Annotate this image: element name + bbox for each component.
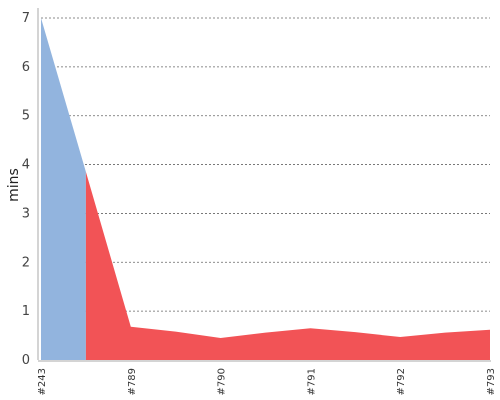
y-tick-label: 7: [22, 11, 30, 26]
y-tick-label: 4: [22, 158, 30, 173]
y-axis-ticks: 0 1 2 3 4 5 6 7: [22, 11, 30, 368]
x-tick-label: #790: [217, 368, 228, 395]
area-segment-red: [85, 171, 491, 360]
y-axis-title: mins: [6, 168, 22, 202]
x-axis-ticks: #243 #789 #790 #791 #792 #793: [37, 368, 497, 395]
y-tick-label: 0: [22, 353, 30, 368]
x-tick-label: #791: [306, 368, 317, 395]
y-tick-label: 2: [22, 255, 30, 270]
x-tick-label: #792: [396, 368, 407, 395]
y-tick-label: 3: [22, 206, 30, 221]
area-series: [41, 18, 491, 360]
axes: [37, 8, 491, 362]
x-tick-label: #789: [127, 368, 138, 395]
x-tick-label: #793: [486, 368, 497, 395]
area-segment-blue: [41, 18, 86, 360]
y-tick-label: 5: [22, 109, 30, 124]
y-tick-label: 6: [22, 60, 30, 75]
y-tick-label: 1: [22, 304, 30, 319]
x-tick-label: #243: [37, 368, 48, 395]
grid-lines: [41, 17, 490, 312]
